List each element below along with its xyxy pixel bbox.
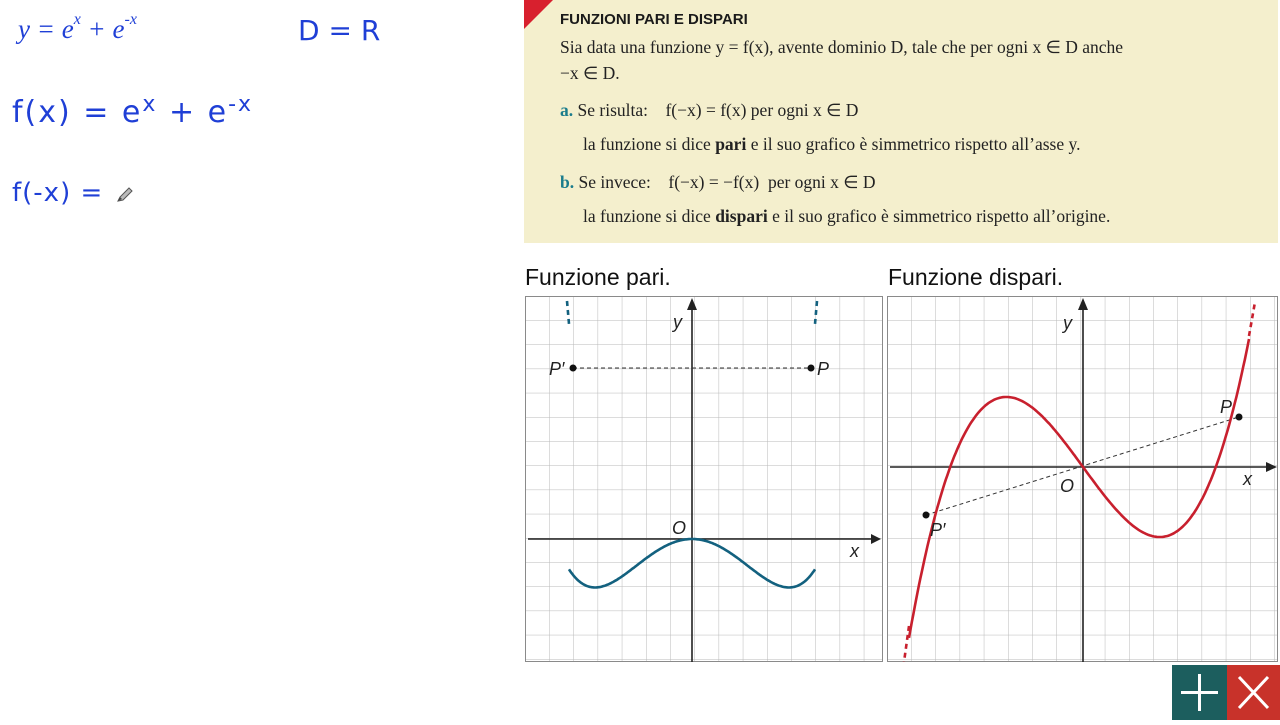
label-p: P (1220, 397, 1232, 417)
even-function-graph: P′ P y x O (525, 296, 883, 662)
close-button[interactable] (1227, 665, 1280, 720)
plus-icon (1181, 674, 1218, 711)
even-graph-title: Funzione pari. (525, 264, 671, 290)
x-axis-arrow-icon (1266, 462, 1277, 472)
f-minus-x-note: f(-x) = (12, 178, 104, 208)
theory-box: FUNZIONI PARI E DISPARI Sia data una fun… (524, 0, 1278, 243)
sub-text: e il suo grafico è simmetrico rispetto a… (746, 134, 1081, 154)
label-p-prime: P′ (549, 359, 565, 379)
fx-text: f(x) = e (12, 95, 143, 130)
label-p-prime: P′ (930, 520, 946, 540)
item-b-label: b. (560, 172, 575, 192)
item-a-sub: la funzione si dice pari e il suo grafic… (583, 134, 1081, 155)
item-b-text: Se invece: f(−x) = −f(x) per ogni x ∈ D (578, 172, 876, 192)
fx-text: + e (157, 95, 229, 130)
label-y: y (1061, 313, 1073, 333)
even-curve-continuation (813, 300, 819, 325)
odd-curve (907, 338, 1251, 639)
label-origin: O (672, 518, 686, 538)
fx-note: f(x) = ex + e-x (12, 92, 253, 130)
add-button[interactable] (1172, 665, 1227, 720)
even-curve-continuation (565, 300, 571, 325)
eq-text: y = e (18, 14, 74, 44)
point-p-prime (569, 364, 577, 372)
item-a-label: a. (560, 100, 574, 120)
box-title: FUNZIONI PARI E DISPARI (560, 11, 748, 28)
close-icon (1237, 675, 1270, 710)
item-b-sub: la funzione si dice dispari e il suo gra… (583, 206, 1110, 227)
fx-exp: x (142, 92, 158, 117)
odd-function-graph: P′ P y x O (887, 296, 1278, 662)
label-y: y (671, 312, 683, 332)
point-p-prime (922, 511, 930, 519)
label-x: x (849, 541, 860, 561)
eq-exp: -x (124, 11, 137, 28)
y-axis-arrow-icon (1078, 298, 1088, 310)
point-p (807, 364, 815, 372)
box-intro: Sia data una funzione y = f(x), avente d… (560, 34, 1272, 86)
odd-curve-continuation (902, 625, 911, 662)
sub-bold: pari (715, 134, 747, 154)
grid (525, 296, 883, 662)
odd-graph-title: Funzione dispari. (888, 264, 1064, 290)
intro-line: −x ∈ D. (560, 63, 620, 83)
sub-text: la funzione si dice (583, 134, 716, 154)
domain-note: D = R (298, 14, 381, 47)
item-a: a. Se risulta: f(−x) = f(x) per ogni x ∈… (560, 100, 858, 121)
odd-curve-continuation (1247, 301, 1257, 337)
label-origin: O (1060, 476, 1074, 496)
fx-exp: -x (228, 92, 254, 117)
pen-cursor-icon (117, 187, 133, 202)
sub-text: la funzione si dice (583, 206, 716, 226)
equation-y: y = ex + e-x (18, 11, 137, 45)
eq-exp: x (73, 11, 81, 28)
corner-marker (524, 0, 553, 29)
x-axis-arrow-icon (871, 534, 881, 544)
eq-text: + e (80, 14, 125, 44)
label-x: x (1242, 469, 1253, 489)
item-b: b. Se invece: f(−x) = −f(x) per ogni x ∈… (560, 172, 876, 193)
sub-bold: dispari (715, 206, 768, 226)
item-a-text: Se risulta: f(−x) = f(x) per ogni x ∈ D (577, 100, 859, 120)
point-p (1235, 413, 1243, 421)
sub-text: e il suo grafico è simmetrico rispetto a… (767, 206, 1111, 226)
intro-line: Sia data una funzione y = f(x), avente d… (560, 37, 1124, 57)
y-axis-arrow-icon (687, 298, 697, 310)
even-curve (567, 537, 817, 589)
label-p: P (817, 359, 829, 379)
